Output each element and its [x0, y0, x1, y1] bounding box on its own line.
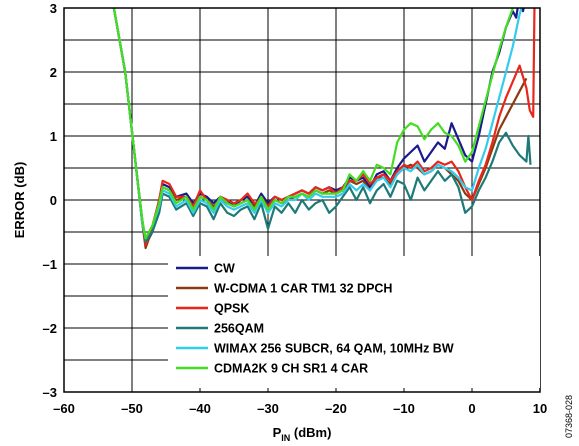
- x-tick-label: –60: [53, 401, 75, 416]
- x-tick-label: 0: [468, 401, 475, 416]
- y-tick-label: 0: [50, 193, 57, 208]
- y-tick-label: 1: [50, 129, 57, 144]
- x-axis-title-unit: (dBm): [290, 425, 331, 440]
- y-tick-label: 2: [50, 65, 57, 80]
- y-axis-title: ERROR (dB): [12, 162, 27, 239]
- legend-label-4: WIMAX 256 SUBCR, 64 QAM, 10MHz BW: [214, 342, 454, 356]
- plot-frame: [63, 7, 541, 393]
- figure-id: 07368-028: [564, 395, 574, 438]
- series-lines: [112, 8, 536, 250]
- series-line-3: [112, 8, 532, 243]
- legend-background: [168, 256, 540, 388]
- x-axis-title-subscript: IN: [281, 433, 290, 443]
- legend-label-1: W-CDMA 1 CAR TM1 32 DPCH: [214, 282, 392, 296]
- y-tick-label: –2: [43, 321, 57, 336]
- x-tick-label: –10: [393, 401, 415, 416]
- legend: CW W-CDMA 1 CAR TM1 32 DPCH QPSK 256QAM WIMA…: [168, 256, 540, 388]
- x-tick-label: –20: [325, 401, 347, 416]
- legend-label-3: 256QAM: [214, 322, 264, 336]
- series-line-4: [112, 8, 523, 240]
- y-tick-label: –1: [43, 257, 57, 272]
- x-axis-title-main: P: [273, 425, 282, 440]
- x-tick-labels: –60 –50 –40 –30 –20 –10 0 10: [53, 401, 547, 416]
- y-tick-label: –3: [43, 385, 57, 400]
- legend-label-2: QPSK: [214, 302, 249, 316]
- y-tick-label: 3: [50, 1, 57, 16]
- legend-label-5: CDMA2K 9 CH SR1 4 CAR: [214, 362, 368, 376]
- x-tick-label: –40: [189, 401, 211, 416]
- series-line-5: [112, 8, 515, 240]
- legend-label-0: CW: [214, 262, 235, 276]
- x-tick-label: 10: [533, 401, 547, 416]
- x-tick-label: –30: [257, 401, 279, 416]
- y-tick-labels: 3 2 1 0 –1 –2 –3: [43, 1, 57, 400]
- x-tick-label: –50: [121, 401, 143, 416]
- x-axis-title: PIN (dBm): [273, 425, 332, 443]
